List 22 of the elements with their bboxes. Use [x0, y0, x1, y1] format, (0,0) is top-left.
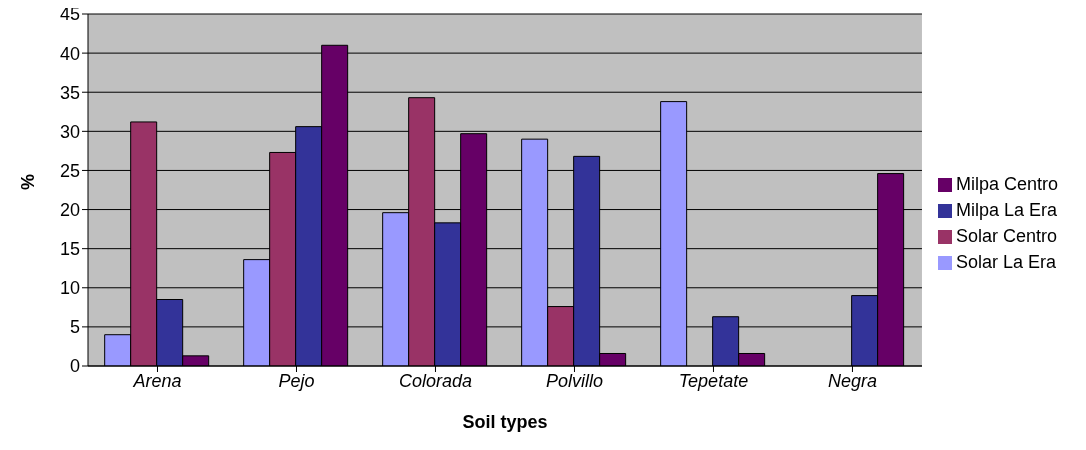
- legend-label: Solar Centro: [955, 226, 1058, 246]
- x-tick-label: Polvillo: [545, 370, 603, 391]
- x-tick-label: Pejo: [278, 370, 315, 391]
- legend-label: Milpa Centro: [955, 174, 1058, 194]
- y-tick-label: 40: [59, 43, 80, 64]
- x-tick-label: Tepetate: [678, 370, 749, 391]
- y-tick-label: 30: [59, 121, 80, 142]
- x-tick-label: Negra: [827, 370, 877, 391]
- y-tick-label: 45: [59, 4, 80, 25]
- y-tick-label: 35: [59, 82, 80, 103]
- legend-label: Milpa La Era: [955, 200, 1058, 220]
- y-tick-label: 25: [59, 160, 80, 181]
- x-tick-label: Arena: [132, 370, 182, 391]
- y-tick-label: 20: [59, 199, 80, 220]
- x-tick-label: Colorada: [398, 370, 472, 391]
- y-tick-label: 0: [69, 356, 80, 377]
- y-tick-label: 10: [59, 278, 80, 299]
- y-axis-title: %: [18, 173, 39, 190]
- x-axis-title: Soil types: [462, 412, 548, 432]
- y-tick-label: 5: [69, 317, 80, 338]
- legend-label: Solar La Era: [955, 252, 1057, 272]
- y-tick-label: 15: [59, 239, 80, 260]
